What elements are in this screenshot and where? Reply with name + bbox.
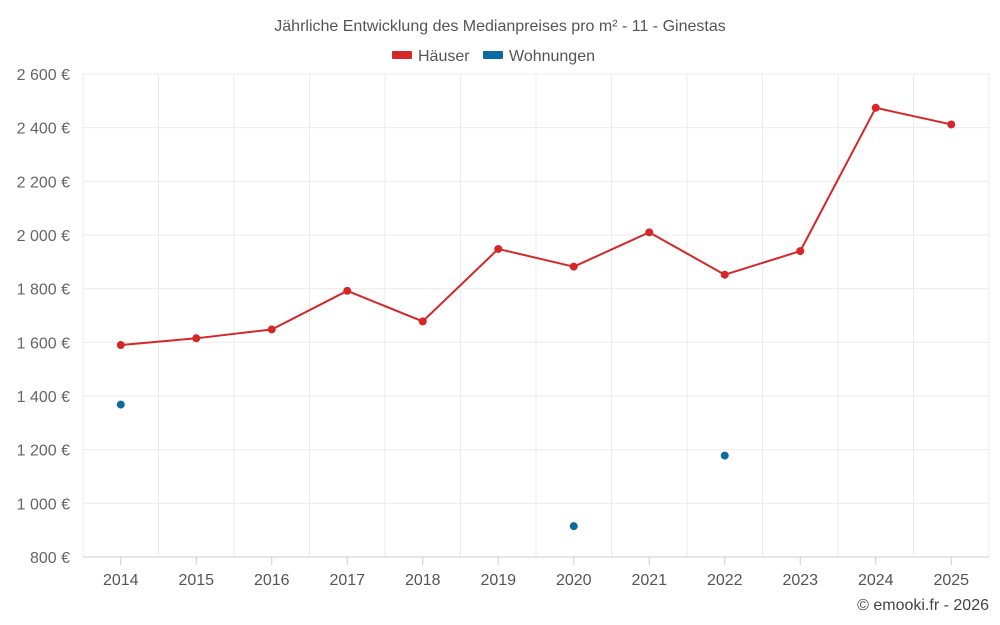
- data-point[interactable]: [720, 270, 729, 279]
- credit: © emooki.fr - 2026: [857, 597, 989, 614]
- y-tick-label: 1 000 €: [17, 496, 70, 513]
- series-apartments: [116, 400, 729, 531]
- y-tick-label: 800 €: [30, 550, 70, 567]
- x-tick-label: 2021: [631, 572, 667, 589]
- data-point[interactable]: [720, 451, 729, 460]
- legend-swatch-houses: [392, 51, 412, 59]
- x-tick-label: 2023: [782, 572, 818, 589]
- y-tick-label: 2 000 €: [17, 228, 70, 245]
- legend-item-houses[interactable]: Häuser: [392, 48, 470, 65]
- y-tick-label: 1 600 €: [17, 335, 70, 352]
- y-tick-label: 2 600 €: [17, 67, 70, 84]
- data-point[interactable]: [947, 120, 956, 129]
- data-point[interactable]: [267, 325, 276, 334]
- y-tick-label: 2 400 €: [17, 121, 70, 138]
- x-tick-label: 2024: [858, 572, 894, 589]
- data-point[interactable]: [645, 228, 654, 237]
- legend-label-houses: Häuser: [418, 48, 470, 65]
- data-point[interactable]: [569, 262, 578, 271]
- data-point[interactable]: [418, 317, 427, 326]
- data-point[interactable]: [871, 103, 880, 112]
- data-point[interactable]: [569, 522, 578, 531]
- x-tick-label: 2014: [103, 572, 139, 589]
- axes: 800 € 1 000 € 1 200 € 1 400 € 1 600 € 1 800 €…: [17, 67, 989, 589]
- legend-label-apartments: Wohnungen: [509, 48, 595, 65]
- data-point[interactable]: [343, 286, 352, 295]
- data-point[interactable]: [796, 247, 805, 256]
- x-tick-label: 2016: [254, 572, 290, 589]
- legend: Häuser Wohnungen: [392, 48, 595, 65]
- x-tick-label: 2017: [329, 572, 365, 589]
- legend-swatch-apartments: [483, 51, 503, 59]
- x-tick-label: 2025: [933, 572, 969, 589]
- data-point[interactable]: [116, 341, 125, 350]
- y-tick-label: 1 800 €: [17, 282, 70, 299]
- series-line: [120, 106, 952, 347]
- series-houses: [116, 103, 956, 350]
- y-tick-label: 1 200 €: [17, 443, 70, 460]
- chart-title: Jährliche Entwicklung des Medianpreises …: [274, 18, 725, 35]
- series: [116, 103, 956, 531]
- y-tick-label: 2 200 €: [17, 174, 70, 191]
- data-point[interactable]: [116, 400, 125, 409]
- x-tick-label: 2015: [178, 572, 214, 589]
- x-tick-label: 2022: [707, 572, 743, 589]
- data-point[interactable]: [192, 334, 201, 343]
- x-tick-label: 2020: [556, 572, 592, 589]
- y-tick-label: 1 400 €: [17, 389, 70, 406]
- x-tick-label: 2019: [480, 572, 516, 589]
- grid: [82, 73, 990, 558]
- data-point[interactable]: [494, 244, 503, 253]
- legend-item-apartments[interactable]: Wohnungen: [483, 48, 595, 65]
- x-tick-label: 2018: [405, 572, 441, 589]
